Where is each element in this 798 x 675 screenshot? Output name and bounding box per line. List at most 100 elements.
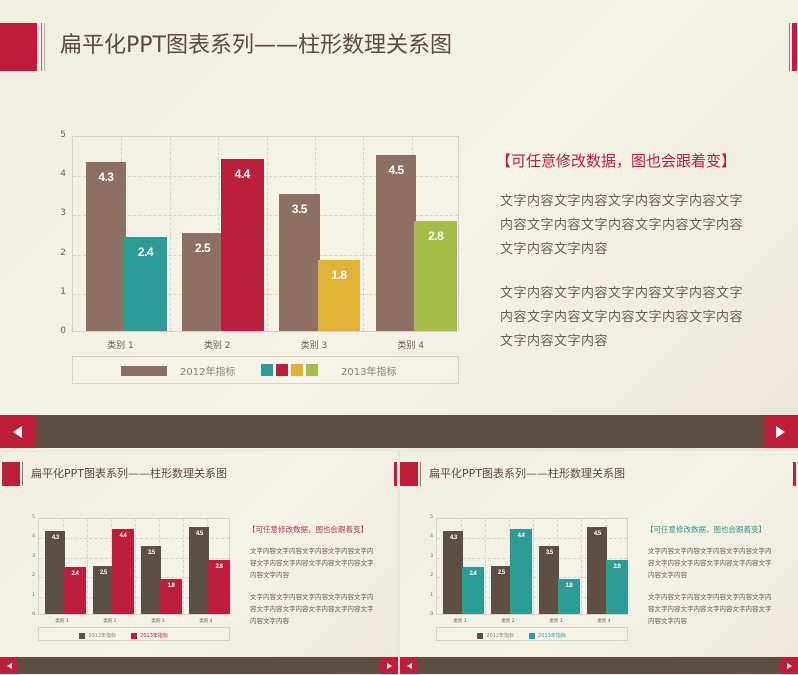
prev-slide-button[interactable] bbox=[0, 657, 18, 674]
side-paragraph-1: 文字内容文字内容文字内容文字内容文字内容文字内容文字内容文字内容文字内容文字内容… bbox=[250, 547, 374, 579]
header-divider bbox=[420, 462, 421, 486]
legend-label-2013: 2013年指标 bbox=[140, 633, 168, 639]
legend-label-2012: 2012年指标 bbox=[180, 367, 236, 378]
legend-swatch-2013 bbox=[306, 364, 318, 376]
gridline bbox=[437, 577, 627, 579]
slide-title: 扁平化PPT图表系列——柱形数理关系图 bbox=[60, 33, 452, 58]
thumbnail-slide-red[interactable]: 扁平化PPT图表系列——柱形数理关系图 【可任意修改数据，图也会跟着变】 文字内… bbox=[0, 451, 398, 675]
legend-swatch-2013 bbox=[131, 632, 138, 639]
bar-value-label: 2.8 bbox=[428, 229, 444, 244]
header-right-accent bbox=[793, 462, 796, 486]
gridline bbox=[73, 215, 458, 217]
bar-2012年指标-类别 1[interactable]: 4.3 bbox=[45, 530, 66, 614]
next-slide-button[interactable] bbox=[780, 657, 798, 674]
bar-2012年指标-类别 2[interactable]: 2.5 bbox=[491, 565, 512, 614]
bar-2013年指标-类别 3[interactable]: 1.8 bbox=[317, 260, 361, 331]
bar-value-label: 4.5 bbox=[195, 530, 203, 537]
legend-label-2013: 2013年指标 bbox=[538, 633, 566, 639]
bar-2012年指标-类别 1[interactable]: 4.3 bbox=[443, 530, 464, 614]
x-tick-label: 类别 2 bbox=[203, 341, 231, 351]
bar-2013年指标-类别 4[interactable]: 2.8 bbox=[208, 559, 230, 614]
gridline bbox=[437, 538, 627, 540]
slide-title: 扁平化PPT图表系列——柱形数理关系图 bbox=[31, 467, 227, 480]
prev-slide-button[interactable] bbox=[0, 415, 35, 448]
bar-2013年指标-类别 2[interactable]: 4.4 bbox=[510, 528, 532, 614]
legend-label-2012: 2012年指标 bbox=[486, 633, 515, 639]
thumbnail-slide-teal[interactable]: 扁平化PPT图表系列——柱形数理关系图 【可任意修改数据，图也会跟着变】 文字内… bbox=[400, 451, 798, 675]
y-tick-label: 4 bbox=[430, 534, 433, 540]
y-tick-label: 3 bbox=[430, 553, 433, 559]
y-tick-label: 1 bbox=[430, 592, 433, 598]
bar-value-label: 2.8 bbox=[613, 563, 621, 570]
bar-2012年指标-类别 4[interactable]: 4.5 bbox=[375, 154, 417, 331]
bar-value-label: 1.8 bbox=[331, 268, 347, 283]
bar-value-label: 3.5 bbox=[291, 201, 308, 216]
y-tick-label: 2 bbox=[60, 247, 66, 258]
y-tick-label: 5 bbox=[32, 515, 35, 520]
bar-2013年指标-类别 3[interactable]: 1.8 bbox=[160, 579, 182, 614]
plot-area: 4.3 2.4 2.5 4.4 3.5 1.8 4.5 2.8 bbox=[72, 136, 459, 332]
bar-value-label: 2.5 bbox=[195, 241, 211, 255]
bar-2012年指标-类别 3[interactable]: 3.5 bbox=[141, 546, 162, 614]
bar-value-label: 2.4 bbox=[71, 571, 79, 578]
next-slide-button[interactable] bbox=[763, 415, 798, 448]
gridline bbox=[135, 519, 136, 614]
bar-2013年指标-类别 4[interactable]: 2.8 bbox=[414, 221, 458, 331]
next-slide-button[interactable] bbox=[380, 657, 398, 674]
x-tick-label: 类别 4 bbox=[397, 341, 424, 351]
bar-2012年指标-类别 2[interactable]: 2.5 bbox=[182, 233, 223, 331]
y-tick-label: 3 bbox=[32, 553, 35, 559]
bar-2013年指标-类别 1[interactable]: 2.4 bbox=[124, 236, 167, 331]
bar-value-label: 3.5 bbox=[545, 550, 553, 557]
x-tick-label: 类别 4 bbox=[597, 619, 611, 624]
y-tick-label: 5 bbox=[60, 130, 66, 140]
y-tick-label: 0 bbox=[60, 326, 66, 336]
side-paragraph-1: 文字内容文字内容文字内容文字内容文字内容文字内容文字内容文字内容文字内容文字内容… bbox=[500, 194, 744, 257]
side-paragraph-2: 文字内容文字内容文字内容文字内容文字内容文字内容文字内容文字内容文字内容文字内容… bbox=[648, 593, 772, 625]
y-tick-label: 4 bbox=[32, 534, 35, 540]
legend-swatch-2012 bbox=[477, 632, 484, 639]
slide-nav-bar bbox=[0, 415, 798, 448]
legend-swatch-2013 bbox=[276, 364, 288, 376]
bar-2013年指标-类别 1[interactable]: 2.4 bbox=[462, 567, 484, 614]
arrow-right-icon bbox=[776, 425, 785, 438]
legend-swatch-2012 bbox=[79, 632, 86, 639]
bar-2012年指标-类别 4[interactable]: 4.5 bbox=[189, 526, 210, 614]
header-divider bbox=[44, 23, 45, 71]
legend-swatch-2012 bbox=[121, 366, 167, 376]
gridline bbox=[183, 519, 184, 614]
bar-2012年指标-类别 4[interactable]: 4.5 bbox=[587, 526, 608, 614]
x-tick-label: 类别 3 bbox=[151, 619, 165, 624]
y-tick-label: 0 bbox=[32, 612, 35, 617]
arrow-left-icon bbox=[13, 425, 22, 438]
bar-value-label: 2.4 bbox=[469, 571, 477, 578]
bar-2012年指标-类别 2[interactable]: 2.5 bbox=[93, 565, 114, 614]
gridline bbox=[39, 577, 229, 579]
side-heading: 【可任意修改数据，图也会跟着变】 bbox=[646, 525, 766, 534]
gridline bbox=[437, 557, 627, 559]
x-tick-label: 类别 1 bbox=[453, 619, 467, 624]
bar-2013年指标-类别 2[interactable]: 4.4 bbox=[220, 158, 264, 331]
bar-2012年指标-类别 1[interactable]: 4.3 bbox=[85, 162, 127, 331]
bar-2012年指标-类别 3[interactable]: 3.5 bbox=[539, 546, 560, 614]
header-right-accent bbox=[792, 23, 797, 71]
header-accent-block bbox=[400, 462, 418, 486]
bar-2012年指标-类别 3[interactable]: 3.5 bbox=[279, 193, 320, 331]
x-tick-label: 类别 3 bbox=[300, 341, 328, 351]
prev-slide-button[interactable] bbox=[400, 657, 418, 674]
chart-legend: 2012年指标 2013年指标 bbox=[38, 627, 230, 641]
bar-value-label: 4.3 bbox=[449, 534, 457, 541]
bar-2013年指标-类别 1[interactable]: 2.4 bbox=[64, 567, 86, 614]
bar-2013年指标-类别 4[interactable]: 2.8 bbox=[606, 559, 628, 614]
x-tick-label: 类别 2 bbox=[501, 619, 515, 624]
y-tick-label: 5 bbox=[430, 515, 433, 520]
bar-2013年指标-类别 3[interactable]: 1.8 bbox=[558, 579, 580, 614]
header-accent-block bbox=[0, 23, 37, 71]
header-right-accent bbox=[394, 462, 397, 486]
bar-2013年指标-类别 2[interactable]: 4.4 bbox=[112, 528, 134, 614]
side-paragraph-2: 文字内容文字内容文字内容文字内容文字内容文字内容文字内容文字内容文字内容文字内容… bbox=[500, 286, 744, 349]
gridline bbox=[485, 519, 486, 614]
bar-value-label: 4.5 bbox=[593, 530, 601, 537]
y-tick-label: 1 bbox=[32, 592, 35, 598]
bar-value-label: 1.8 bbox=[167, 583, 175, 590]
